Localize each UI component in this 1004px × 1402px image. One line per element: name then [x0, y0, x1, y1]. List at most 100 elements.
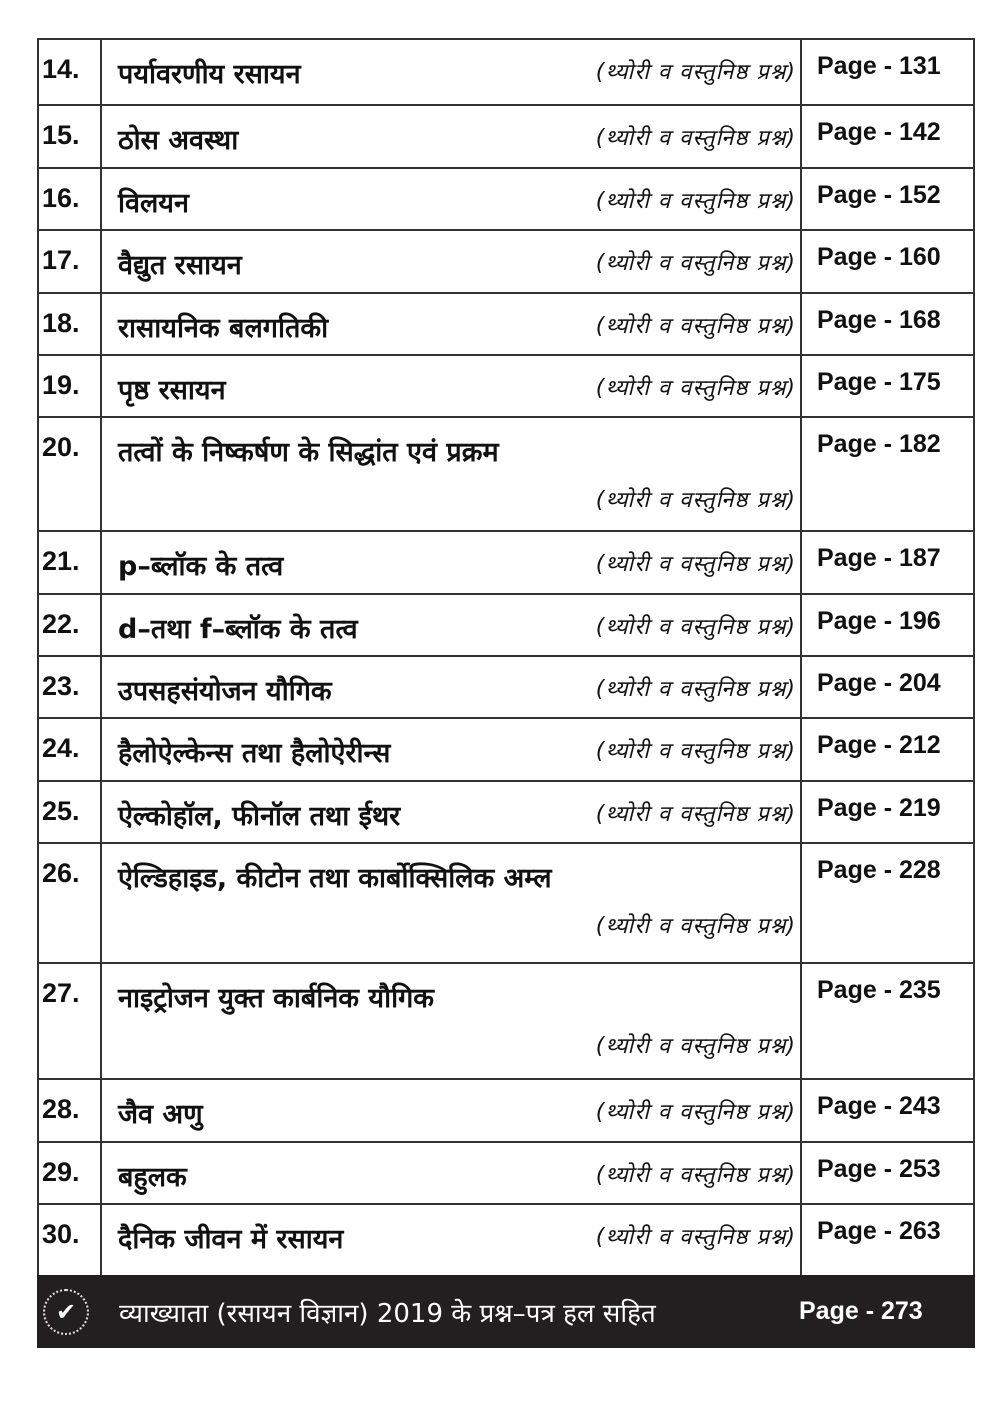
entry-number: 17. [39, 231, 102, 292]
entry-subtitle: (थ्योरी व वस्तुनिष्ठ प्रश्न) [595, 739, 796, 764]
toc-row: 24. हैलोऐल्केन्स तथा हैलोऐरीन्स (थ्योरी व … [39, 719, 973, 782]
entry-page: Page - 142 [817, 118, 941, 146]
entry-number: 22. [39, 595, 102, 655]
entry-title-cell: पृष्ठ रसायन (थ्योरी व वस्तुनिष्ठ प्रश्न) [102, 356, 802, 416]
entry-subtitle: (थ्योरी व वस्तुनिष्ठ प्रश्न) [595, 1034, 796, 1059]
entry-number: 20. [39, 418, 102, 530]
entry-title-cell: हैलोऐल्केन्स तथा हैलोऐरीन्स (थ्योरी व वस्… [102, 719, 802, 780]
entry-subtitle: (थ्योरी व वस्तुनिष्ठ प्रश्न) [595, 126, 796, 151]
entry-subtitle: (थ्योरी व वस्तुनिष्ठ प्रश्न) [595, 552, 796, 577]
entry-title: ऐल्डिहाइड, कीटोन तथा कार्बोक्सिलिक अम्ल [118, 863, 552, 894]
entry-title: p–ब्लॉक के तत्व [118, 551, 284, 582]
entry-title: ठोस अवस्था [118, 125, 239, 156]
entry-number: 30. [39, 1205, 102, 1275]
entry-title-cell: पर्यावरणीय रसायन (थ्योरी व वस्तुनिष्ठ प्र… [102, 40, 802, 104]
toc-row: 17. वैद्युत रसायन (थ्योरी व वस्तुनिष्ठ प्र… [39, 231, 973, 294]
entry-title-cell: ठोस अवस्था (थ्योरी व वस्तुनिष्ठ प्रश्न) [102, 106, 802, 167]
entry-title-cell: वैद्युत रसायन (थ्योरी व वस्तुनिष्ठ प्रश्न… [102, 231, 802, 292]
entry-page: Page - 175 [817, 368, 941, 396]
entry-title: नाइट्रोजन युक्त कार्बनिक यौगिक [118, 983, 435, 1014]
entry-title-cell: ऐल्डिहाइड, कीटोन तथा कार्बोक्सिलिक अम्ल (… [102, 844, 802, 962]
entry-page: Page - 235 [817, 976, 941, 1004]
entry-title-cell: उपसहसंयोजन यौगिक (थ्योरी व वस्तुनिष्ठ प्र… [102, 657, 802, 717]
entry-subtitle: (थ्योरी व वस्तुनिष्ठ प्रश्न) [595, 314, 796, 339]
entry-subtitle: (थ्योरी व वस्तुनिष्ठ प्रश्न) [595, 60, 796, 85]
toc-row: 28. जैव अणु (थ्योरी व वस्तुनिष्ठ प्रश्न) Pa… [39, 1080, 973, 1143]
toc-row: 27. नाइट्रोजन युक्त कार्बनिक यौगिक (थ्योरी… [39, 964, 973, 1080]
toc-row: 25. ऐल्कोहॉल, फीनॉल तथा ईथर (थ्योरी व वस्त… [39, 782, 973, 844]
entry-page: Page - 182 [817, 430, 941, 458]
entry-page: Page - 204 [817, 669, 941, 697]
toc-row: 14. पर्यावरणीय रसायन (थ्योरी व वस्तुनिष्ठ … [39, 40, 973, 106]
entry-number: 21. [39, 532, 102, 593]
footer-title: व्याख्याता (रसायन विज्ञान) 2019 के प्रश्… [119, 1298, 656, 1329]
toc-row: 30. दैनिक जीवन में रसायन (थ्योरी व वस्तुनि… [39, 1205, 973, 1277]
entry-number: 19. [39, 356, 102, 416]
entry-title: पृष्ठ रसायन [118, 375, 226, 406]
entry-title: रासायनिक बलगतिकी [118, 313, 329, 344]
entry-number: 29. [39, 1143, 102, 1203]
entry-subtitle: (थ्योरी व वस्तुनिष्ठ प्रश्न) [595, 376, 796, 401]
toc-row: 19. पृष्ठ रसायन (थ्योरी व वस्तुनिष्ठ प्रश्… [39, 356, 973, 418]
entry-page: Page - 187 [817, 544, 941, 572]
toc-row: 26. ऐल्डिहाइड, कीटोन तथा कार्बोक्सिलिक अम… [39, 844, 973, 964]
table-of-contents: 14. पर्यावरणीय रसायन (थ्योरी व वस्तुनिष्ठ … [37, 38, 975, 1277]
toc-row: 22. d–तथा f–ब्लॉक के तत्व (थ्योरी व वस्तुन… [39, 595, 973, 657]
entry-title: जैव अणु [118, 1099, 203, 1130]
entry-subtitle: (थ्योरी व वस्तुनिष्ठ प्रश्न) [595, 615, 796, 640]
entry-title-cell: p–ब्लॉक के तत्व (थ्योरी व वस्तुनिष्ठ प्रश… [102, 532, 802, 593]
entry-title-cell: जैव अणु (थ्योरी व वस्तुनिष्ठ प्रश्न) [102, 1080, 802, 1141]
entry-page: Page - 196 [817, 607, 941, 635]
entry-subtitle: (थ्योरी व वस्तुनिष्ठ प्रश्न) [595, 189, 796, 214]
check-circle-icon: ✔ [43, 1288, 89, 1335]
entry-subtitle: (थ्योरी व वस्तुनिष्ठ प्रश्न) [595, 1163, 796, 1188]
entry-subtitle: (थ्योरी व वस्तुनिष्ठ प्रश्न) [595, 1225, 796, 1250]
entry-subtitle: (थ्योरी व वस्तुनिष्ठ प्रश्न) [595, 914, 796, 939]
entry-number: 25. [39, 782, 102, 842]
entry-title: उपसहसंयोजन यौगिक [118, 676, 332, 707]
entry-subtitle: (थ्योरी व वस्तुनिष्ठ प्रश्न) [595, 677, 796, 702]
entry-page: Page - 212 [817, 731, 941, 759]
entry-page: Page - 228 [817, 856, 941, 884]
entry-number: 16. [39, 169, 102, 229]
entry-title: d–तथा f–ब्लॉक के तत्व [118, 614, 358, 645]
entry-title: तत्वों के निष्कर्षण के सिद्धांत एवं प्रक… [118, 437, 499, 468]
entry-subtitle: (थ्योरी व वस्तुनिष्ठ प्रश्न) [595, 251, 796, 276]
entry-page: Page - 243 [817, 1092, 941, 1120]
entry-number: 14. [39, 40, 102, 104]
entry-title: दैनिक जीवन में रसायन [118, 1224, 344, 1255]
entry-number: 27. [39, 964, 102, 1078]
entry-title-cell: तत्वों के निष्कर्षण के सिद्धांत एवं प्रक… [102, 418, 802, 530]
entry-title: हैलोऐल्केन्स तथा हैलोऐरीन्स [118, 738, 391, 769]
toc-row: 23. उपसहसंयोजन यौगिक (थ्योरी व वस्तुनिष्ठ … [39, 657, 973, 719]
entry-page: Page - 263 [817, 1217, 941, 1245]
entry-subtitle: (थ्योरी व वस्तुनिष्ठ प्रश्न) [595, 802, 796, 827]
entry-number: 23. [39, 657, 102, 717]
entry-title: पर्यावरणीय रसायन [118, 59, 301, 90]
entry-title: वैद्युत रसायन [118, 250, 242, 281]
entry-page: Page - 131 [817, 52, 941, 80]
toc-row: 15. ठोस अवस्था (थ्योरी व वस्तुनिष्ठ प्रश्न… [39, 106, 973, 169]
entry-number: 26. [39, 844, 102, 962]
entry-number: 15. [39, 106, 102, 167]
entry-page: Page - 160 [817, 243, 941, 271]
entry-page: Page - 253 [817, 1155, 941, 1183]
entry-page: Page - 168 [817, 306, 941, 334]
entry-title: विलयन [118, 188, 189, 219]
entry-title-cell: d–तथा f–ब्लॉक के तत्व (थ्योरी व वस्तुनिष्… [102, 595, 802, 655]
entry-title-cell: ऐल्कोहॉल, फीनॉल तथा ईथर (थ्योरी व वस्तुनि… [102, 782, 802, 842]
entry-number: 28. [39, 1080, 102, 1141]
toc-row: 16. विलयन (थ्योरी व वस्तुनिष्ठ प्रश्न) Page… [39, 169, 973, 231]
entry-page: Page - 152 [817, 181, 941, 209]
entry-subtitle: (थ्योरी व वस्तुनिष्ठ प्रश्न) [595, 1100, 796, 1125]
footer-entry: ✔ व्याख्याता (रसायन विज्ञान) 2019 के प्र… [37, 1275, 975, 1348]
entry-title-cell: दैनिक जीवन में रसायन (थ्योरी व वस्तुनिष्ठ… [102, 1205, 802, 1275]
entry-title-cell: नाइट्रोजन युक्त कार्बनिक यौगिक (थ्योरी व … [102, 964, 802, 1078]
entry-title-cell: बहुलक (थ्योरी व वस्तुनिष्ठ प्रश्न) [102, 1143, 802, 1203]
footer-page: Page - 273 [799, 1297, 923, 1325]
entry-page: Page - 219 [817, 794, 941, 822]
entry-title-cell: विलयन (थ्योरी व वस्तुनिष्ठ प्रश्न) [102, 169, 802, 229]
toc-row: 18. रासायनिक बलगतिकी (थ्योरी व वस्तुनिष्ठ … [39, 294, 973, 356]
entry-title: ऐल्कोहॉल, फीनॉल तथा ईथर [118, 801, 401, 832]
entry-number: 18. [39, 294, 102, 354]
